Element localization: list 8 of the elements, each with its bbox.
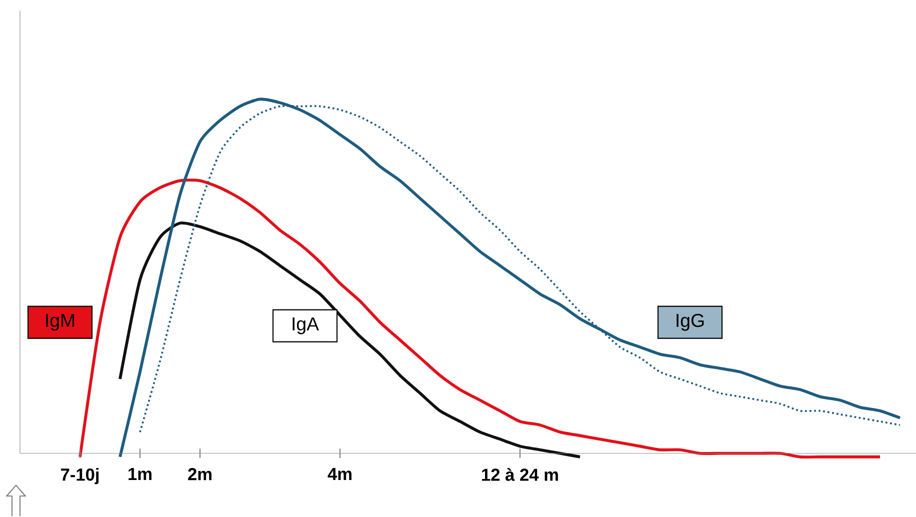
series-label: IgA [292, 317, 319, 334]
x-tick-label: 7-10j [61, 468, 99, 484]
x-tick-label: 4m [328, 468, 352, 480]
x-tick-label: 12 à 24 m [482, 468, 558, 481]
x-tick-label: 1m [128, 468, 152, 480]
series-label: IgM [46, 314, 74, 330]
series-label: IgG [676, 314, 704, 331]
x-tick-label: 2m [188, 468, 212, 480]
